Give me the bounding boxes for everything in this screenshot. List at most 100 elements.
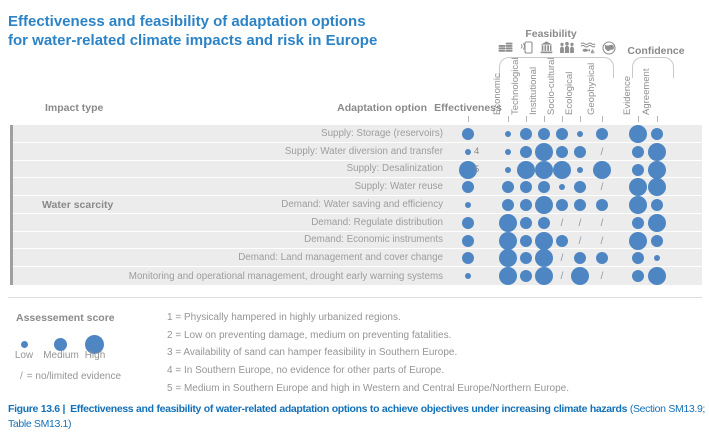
footnote-1: 1 = Physically hampered in highly urbani…	[167, 312, 401, 323]
assessment-dot-medium	[556, 145, 568, 158]
assessment-dot-medium	[462, 128, 474, 140]
legend-label-medium: Medium	[43, 350, 79, 361]
assessment-dot-medium	[632, 145, 644, 158]
no-evidence-marker: /	[600, 181, 604, 194]
column-label-geophysical: Geophysical	[586, 62, 597, 115]
adaptation-option-label: Demand: Land management and cover change	[238, 252, 443, 264]
footnote-2: 2 = Low on preventing damage, medium on …	[167, 329, 452, 341]
caption-title: Effectiveness and feasibility of water-r…	[70, 403, 628, 415]
column-tick	[544, 116, 545, 122]
assessment-dot-high	[517, 160, 535, 179]
mobile-signal-icon	[519, 41, 533, 59]
feasibility-bracket	[499, 57, 614, 78]
caption-source: (Section SM13.9; Table SM13.1)	[8, 403, 705, 431]
assessment-dot-medium	[632, 252, 644, 265]
legend-dot-medium	[54, 338, 67, 351]
effectiveness-note: 5	[474, 163, 480, 175]
figure-title-line1: Effectiveness and feasibility of adaptat…	[8, 13, 366, 30]
assessment-dot-medium	[462, 234, 474, 247]
adaptation-option-header: Adaptation option	[337, 102, 427, 114]
assessment-dot-medium	[520, 145, 532, 158]
assessment-dot-medium	[632, 270, 644, 283]
assessment-dot-high	[648, 160, 666, 179]
assessment-dot-medium	[574, 252, 586, 265]
effectiveness-header: Effectiveness	[434, 102, 502, 114]
footnote-3: 3 = Availability of sand can hamper feas…	[167, 347, 458, 359]
assessment-dot-medium	[651, 234, 663, 247]
impact-group-label: Water scarcity	[42, 199, 114, 211]
assessment-dot-high	[629, 125, 647, 143]
adaptation-option-label: Supply: Desalinization	[346, 163, 443, 175]
caption-label: Figure 13.6 |	[8, 403, 66, 415]
no-evidence-marker: /	[600, 270, 604, 283]
assessment-dot-high	[535, 160, 553, 179]
confidence-bracket	[632, 57, 674, 78]
legend-title: Assessement score	[16, 312, 115, 324]
assessment-dot-low	[505, 166, 511, 173]
assessment-dot-high	[648, 178, 666, 197]
figure-caption: Figure 13.6 | Effectiveness and feasibili…	[8, 402, 705, 432]
assessment-dot-medium	[574, 199, 586, 212]
figure-title-line2: for water-related climate impacts and ri…	[8, 32, 378, 50]
adaptation-option-label: Demand: Economic instruments	[304, 234, 443, 246]
assessment-dot-high	[571, 267, 589, 286]
no-evidence-legend: / = no/limited evidence	[20, 371, 121, 382]
no-evidence-slash: /	[20, 371, 23, 382]
assessment-dot-medium	[574, 145, 586, 158]
assessment-dot-medium	[596, 128, 608, 140]
column-label-agreement: Agreement	[641, 68, 652, 115]
assessment-dot-low	[465, 148, 471, 155]
legend-dot-low	[21, 341, 28, 348]
assessment-dot-medium	[538, 181, 550, 194]
adaptation-option-label: Supply: Storage (reservoirs)	[321, 127, 443, 139]
assessment-dot-medium	[462, 216, 474, 229]
column-label-ecological: Ecological	[564, 71, 575, 115]
assessment-dot-high	[499, 249, 517, 268]
no-evidence-marker: /	[560, 252, 564, 265]
column-label-evidence: Evidence	[622, 75, 633, 115]
assessment-dot-medium	[556, 128, 568, 140]
legend-label-high: High	[84, 350, 106, 361]
no-evidence-marker: /	[600, 145, 604, 158]
assessment-dot-low	[577, 131, 583, 137]
no-evidence-marker: /	[600, 234, 604, 247]
assessment-dot-high	[499, 231, 517, 250]
assessment-dot-high	[629, 196, 647, 215]
assessment-dot-low	[577, 166, 583, 173]
column-tick	[468, 116, 469, 122]
assessment-dot-medium	[538, 128, 550, 140]
legend-dot-high	[85, 335, 104, 354]
effectiveness-note: 4	[474, 145, 480, 157]
feasibility-header: Feasibility	[525, 28, 577, 40]
no-evidence-marker: /	[560, 270, 564, 283]
assessment-dot-high	[629, 231, 647, 250]
assessment-dot-medium	[502, 199, 514, 212]
assessment-dot-low	[559, 184, 565, 191]
assessment-dot-medium	[520, 270, 532, 283]
assessment-dot-high	[499, 267, 517, 286]
assessment-dot-high	[648, 267, 666, 286]
column-tick	[580, 116, 581, 122]
assessment-dot-medium	[462, 252, 474, 265]
legend-divider	[8, 297, 702, 298]
assessment-dot-high	[648, 142, 666, 161]
legend-label-low: Low	[14, 350, 34, 361]
assessment-dot-high	[593, 160, 611, 179]
assessment-dot-high	[553, 160, 571, 179]
assessment-dot-medium	[502, 181, 514, 194]
no-evidence-marker: /	[600, 216, 604, 229]
bank-icon	[540, 41, 553, 59]
adaptation-option-label: Demand: Regulate distribution	[311, 216, 443, 228]
no-evidence-marker: /	[560, 216, 564, 229]
assessment-dot-low	[505, 131, 511, 137]
adaptation-option-label: Supply: Water diversion and transfer	[284, 145, 443, 157]
assessment-dot-medium	[574, 181, 586, 194]
column-tick	[657, 116, 658, 122]
assessment-dot-medium	[520, 128, 532, 140]
assessment-dot-medium	[520, 199, 532, 212]
globe-icon	[602, 41, 616, 60]
assessment-dot-medium	[651, 128, 663, 140]
assessment-dot-medium	[520, 181, 532, 194]
confidence-header: Confidence	[627, 45, 685, 57]
